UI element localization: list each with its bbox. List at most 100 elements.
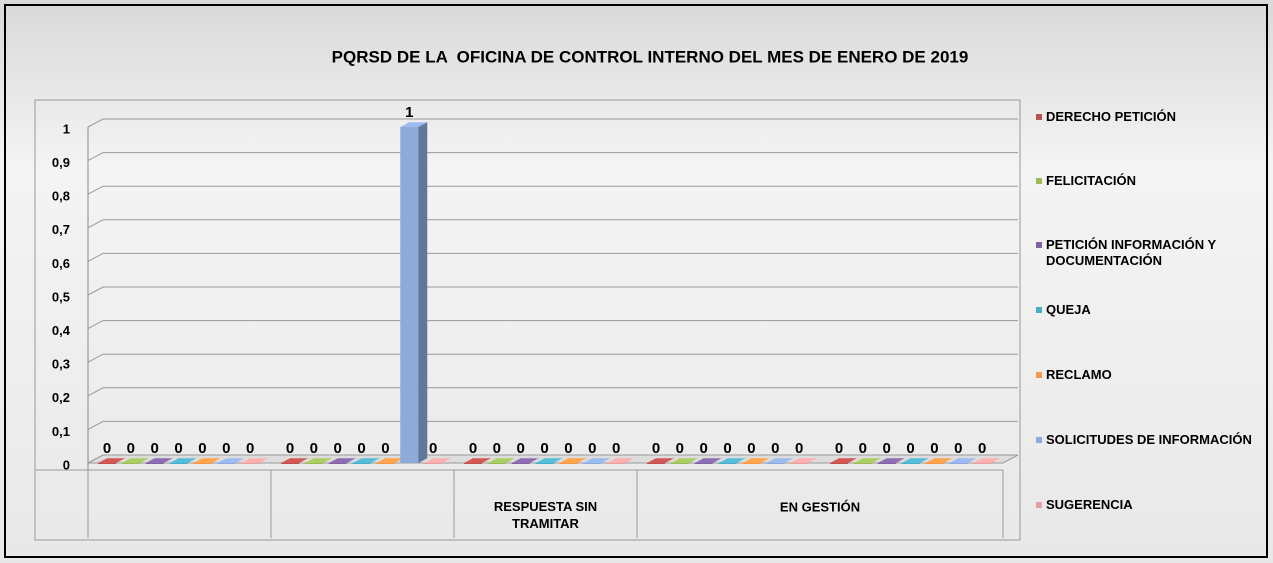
- data-label: 0: [357, 440, 365, 457]
- grid-line: [87, 420, 1018, 430]
- data-label: 0: [723, 440, 731, 457]
- bar: [424, 458, 452, 464]
- bar-front: [487, 463, 506, 464]
- bar-top: [742, 458, 770, 463]
- data-label: 0: [978, 440, 986, 457]
- bar-front: [790, 463, 809, 464]
- bar-top: [464, 458, 491, 463]
- bar-top: [511, 458, 539, 463]
- bar-front: [193, 463, 212, 464]
- bar-top: [169, 458, 197, 463]
- x-group-label: EN GESTIÓN: [780, 499, 860, 514]
- bar: [193, 458, 221, 464]
- y-tick-label: 0,6: [52, 256, 70, 271]
- legend-item: FELICITACIÓN: [1036, 173, 1268, 189]
- y-tick-label: 0,2: [52, 390, 70, 405]
- bar: [559, 458, 587, 464]
- bar-front: [464, 463, 482, 464]
- legend-label: SUGERENCIA: [1046, 497, 1133, 512]
- bar-top: [647, 458, 674, 463]
- bar: [217, 458, 245, 464]
- data-label: 0: [564, 440, 572, 457]
- y-tick-label: 0,5: [52, 289, 70, 304]
- bar: [98, 458, 125, 464]
- bar-front: [376, 463, 395, 464]
- data-label: 0: [883, 440, 891, 457]
- bar-front: [169, 463, 188, 464]
- bar-top: [241, 458, 269, 463]
- data-label: 0: [612, 440, 620, 457]
- legend-swatch: [1036, 307, 1042, 313]
- bar: [901, 458, 929, 464]
- y-tick-label: 0,7: [52, 222, 70, 237]
- bar-front: [925, 463, 944, 464]
- bar-top: [400, 122, 428, 127]
- bar-top: [121, 458, 149, 463]
- legend-label: QUEJA: [1046, 302, 1091, 317]
- data-label: 0: [381, 440, 389, 457]
- bar-top: [328, 458, 356, 463]
- bar-front: [424, 463, 443, 464]
- legend-swatch: [1036, 114, 1042, 120]
- legend-swatch: [1036, 372, 1042, 378]
- data-label: 0: [198, 440, 206, 457]
- data-label: 0: [906, 440, 914, 457]
- data-label: 0: [771, 440, 779, 457]
- bar: [853, 458, 881, 464]
- y-tick-label: 0: [63, 457, 70, 472]
- bar-top: [487, 458, 515, 463]
- bar-front: [949, 463, 968, 464]
- bar-top: [559, 458, 587, 463]
- bar-front: [670, 463, 689, 464]
- bar-top: [901, 458, 929, 463]
- legend-swatch: [1036, 242, 1042, 248]
- bar: [766, 458, 794, 464]
- bar-top: [830, 458, 857, 463]
- bar: [241, 458, 269, 464]
- bar-top: [853, 458, 881, 463]
- bar: [694, 458, 722, 464]
- bar-top: [583, 458, 611, 463]
- y-tick-label: 0,1: [52, 424, 70, 439]
- bar-front: [607, 463, 626, 464]
- chart-title: PQRSD DE LA OFICINA DE CONTROL INTERNO D…: [332, 47, 969, 66]
- bar-front: [742, 463, 761, 464]
- bar-front: [145, 463, 164, 464]
- y-tick-label: 0,4: [52, 323, 71, 338]
- bar: [400, 122, 428, 463]
- bar: [670, 458, 698, 464]
- data-label: 0: [652, 440, 660, 457]
- grid-line: [87, 286, 1018, 296]
- legend-item: SUGERENCIA: [1036, 497, 1268, 513]
- bar-front: [830, 463, 848, 464]
- data-label: 0: [246, 440, 254, 457]
- bar: [742, 458, 770, 464]
- bar-front: [98, 463, 116, 464]
- bar: [877, 458, 905, 464]
- bar: [535, 458, 563, 464]
- data-label: 0: [835, 440, 843, 457]
- bar: [304, 458, 332, 464]
- bar-front: [583, 463, 602, 464]
- x-tick-label-line: TRAMITAR: [512, 516, 580, 531]
- bar: [464, 458, 491, 464]
- bar: [281, 458, 308, 464]
- x-tick-label-line: RESPUESTA SIN: [494, 499, 597, 514]
- data-label: 0: [517, 440, 525, 457]
- bar: [169, 458, 197, 464]
- grid-line: [87, 353, 1018, 363]
- data-label: 0: [676, 440, 684, 457]
- data-label: 0: [222, 440, 230, 457]
- bar-front: [400, 127, 419, 463]
- legend-label: SOLICITUDES DE INFORMACIÓN: [1046, 432, 1252, 447]
- bar: [647, 458, 674, 464]
- legend-item: QUEJA: [1036, 302, 1268, 318]
- data-label: 0: [930, 440, 938, 457]
- data-label: 0: [493, 440, 501, 457]
- bar-top: [217, 458, 245, 463]
- bar: [145, 458, 173, 464]
- bar: [949, 458, 977, 464]
- bar-front: [877, 463, 896, 464]
